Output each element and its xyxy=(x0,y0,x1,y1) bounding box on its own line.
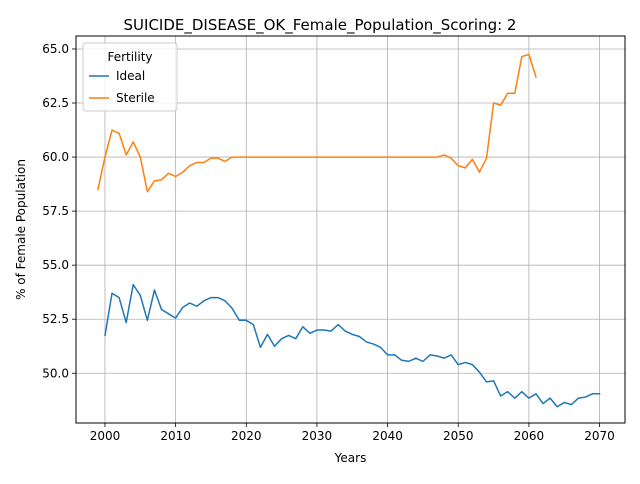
x-tick-label: 2060 xyxy=(514,429,545,443)
y-tick-label: 62.5 xyxy=(42,96,69,110)
legend-label-sterile: Sterile xyxy=(116,91,155,105)
x-axis-label: Years xyxy=(334,451,367,465)
x-tick-label: 2000 xyxy=(90,429,121,443)
legend-title: Fertility xyxy=(107,50,152,64)
x-tick-label: 2050 xyxy=(443,429,474,443)
legend: Fertility Ideal Sterile xyxy=(83,43,177,111)
y-tick-label: 50.0 xyxy=(42,366,69,380)
x-tick-label: 2020 xyxy=(231,429,262,443)
x-tick-label: 2010 xyxy=(160,429,191,443)
y-tick-label: 65.0 xyxy=(42,42,69,56)
legend-label-ideal: Ideal xyxy=(116,69,145,83)
chart-title: SUICIDE_DISEASE_OK_Female_Population_Sco… xyxy=(124,16,517,35)
x-tick-label: 2070 xyxy=(584,429,615,443)
y-tick-label: 60.0 xyxy=(42,150,69,164)
y-tick-label: 57.5 xyxy=(42,204,69,218)
x-tick-label: 2040 xyxy=(372,429,403,443)
y-tick-label: 55.0 xyxy=(42,258,69,272)
y-axis-label: % of Female Population xyxy=(14,159,28,300)
x-tick-label: 2030 xyxy=(302,429,333,443)
y-tick-label: 52.5 xyxy=(42,312,69,326)
